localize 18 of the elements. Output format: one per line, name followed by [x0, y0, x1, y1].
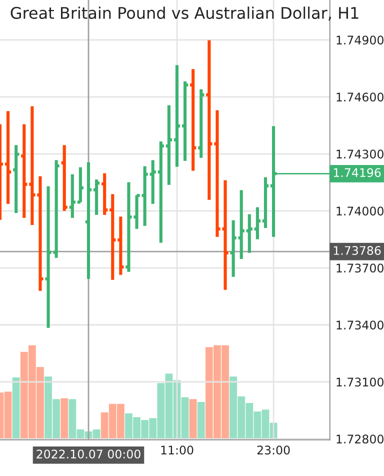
- y-tick-label: 1.74000: [336, 206, 384, 216]
- y-tick-label: 1.74900: [336, 36, 384, 45]
- y-tick-label: 1.73700: [336, 264, 384, 273]
- y-tick-label: 1.73100: [336, 378, 384, 387]
- x-tick-label: 23:00: [257, 446, 290, 455]
- bar: [12, 377, 20, 440]
- x-tick-label: 11:00: [161, 446, 194, 455]
- ref-line-label: 2022.10.07 00:00: [36, 450, 140, 459]
- bar: [197, 402, 205, 440]
- y-tick-label: 1.73400: [336, 320, 384, 330]
- ref-line-label: 1.73786: [334, 246, 381, 255]
- y-tick-label: 1.72800: [336, 434, 384, 444]
- bar: [189, 399, 197, 440]
- bar: [60, 398, 68, 440]
- ref-line-label: 1.74196: [334, 168, 381, 178]
- chart-title: Great Britain Pound vs Australian Dollar, H1: [10, 6, 358, 21]
- y-tick-label: 1.74600: [336, 92, 384, 102]
- y-tick-label: 1.74300: [336, 150, 384, 159]
